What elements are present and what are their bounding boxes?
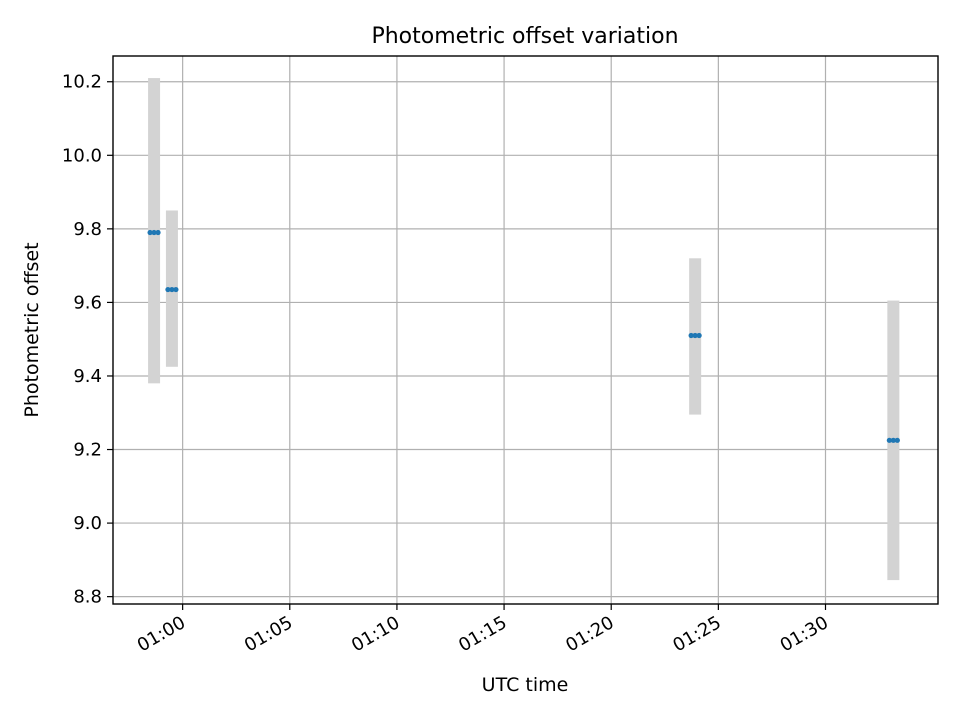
data-point [147, 229, 153, 236]
data-point [894, 437, 900, 443]
y-tick-label: 10.0 [62, 145, 102, 166]
data-point [688, 332, 694, 339]
y-tick-label: 9.2 [73, 440, 102, 461]
y-tick-label: 9.6 [73, 292, 102, 313]
data-point [151, 229, 157, 236]
y-tick-label: 8.8 [73, 587, 102, 608]
data-points [147, 229, 900, 443]
y-tick-label: 9.4 [73, 366, 102, 387]
grid [113, 56, 938, 604]
data-point [890, 437, 896, 443]
data-point [886, 437, 892, 443]
y-axis: 8.8 9.0 9.2 9.4 9.6 9.8 10.0 10.2 [62, 72, 113, 608]
data-point [696, 332, 702, 339]
y-tick-label: 9.0 [73, 513, 102, 534]
plot-frame [112, 55, 939, 605]
y-tick-label: 9.8 [73, 219, 102, 240]
y-tick-label: 10.2 [62, 72, 102, 93]
data-point [692, 332, 698, 339]
x-axis-label: UTC time [482, 674, 569, 696]
data-point [169, 286, 175, 293]
chart-title: Photometric offset variation [371, 24, 678, 49]
data-point [165, 286, 171, 293]
data-point [173, 286, 179, 293]
data-point [155, 229, 161, 236]
y-axis-label: Photometric offset [21, 242, 43, 417]
